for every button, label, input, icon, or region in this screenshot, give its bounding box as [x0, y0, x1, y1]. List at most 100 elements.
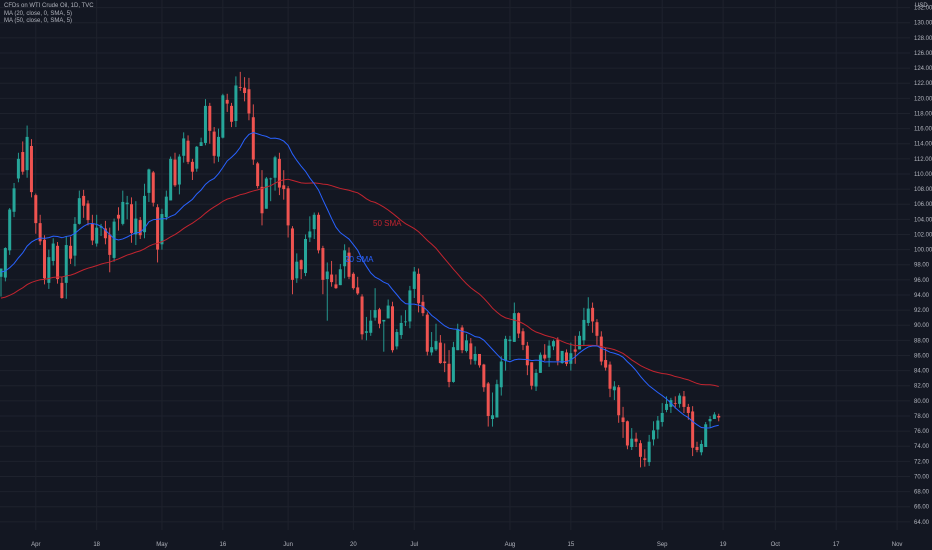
candle-body[interactable] [347, 252, 351, 277]
candle-body[interactable] [286, 188, 290, 226]
candle-body[interactable] [151, 172, 155, 203]
candle-body[interactable] [625, 421, 629, 446]
candle-body[interactable] [486, 383, 490, 416]
candle-body[interactable] [208, 105, 212, 131]
candle-body[interactable] [43, 239, 46, 279]
candle-body[interactable] [321, 248, 325, 280]
candle-body[interactable] [82, 195, 86, 206]
candle-body[interactable] [160, 214, 164, 245]
candle-body[interactable] [451, 347, 455, 382]
ma20-legend[interactable]: MA (20, close, 0, SMA, 5) [4, 10, 73, 17]
candle-body[interactable] [495, 384, 499, 418]
candle-body[interactable] [108, 234, 112, 255]
candle-body[interactable] [130, 204, 133, 233]
candle-body[interactable] [386, 305, 390, 319]
candle-body[interactable] [199, 142, 203, 146]
candle-body[interactable] [621, 417, 625, 423]
candle-body[interactable] [282, 185, 286, 190]
candle-body[interactable] [443, 361, 447, 364]
candle-body[interactable] [360, 296, 364, 335]
candle-body[interactable] [399, 322, 403, 336]
candle-body[interactable] [373, 310, 377, 318]
candle-body[interactable] [608, 364, 612, 389]
candle-body[interactable] [295, 261, 299, 279]
candle-body[interactable] [256, 163, 260, 187]
candle-body[interactable] [686, 406, 690, 413]
candle-body[interactable] [565, 352, 568, 364]
candle-body[interactable] [569, 353, 573, 364]
candle-body[interactable] [695, 446, 699, 451]
candle-body[interactable] [708, 419, 712, 422]
candle-body[interactable] [64, 245, 68, 283]
candle-body[interactable] [77, 198, 81, 224]
candle-body[interactable] [225, 99, 229, 104]
candle-body[interactable] [243, 87, 247, 94]
candle-body[interactable] [647, 441, 651, 463]
candle-body[interactable] [538, 354, 542, 373]
candle-body[interactable] [391, 306, 394, 351]
candle-body[interactable] [221, 95, 225, 138]
candle-body[interactable] [364, 331, 368, 333]
candle-body[interactable] [478, 353, 481, 366]
candle-body[interactable] [338, 269, 342, 286]
candle-body[interactable] [12, 188, 16, 212]
candle-body[interactable] [530, 362, 534, 386]
candle-body[interactable] [595, 322, 599, 336]
candle-body[interactable] [169, 158, 173, 201]
candle-body[interactable] [251, 117, 255, 160]
candle-body[interactable] [499, 361, 503, 388]
candle-body[interactable] [682, 396, 686, 407]
candle-body[interactable] [525, 345, 529, 366]
candle-body[interactable] [56, 245, 60, 280]
candle-body[interactable] [217, 136, 220, 157]
candle-body[interactable] [417, 273, 421, 304]
candle-body[interactable] [691, 411, 695, 448]
candle-body[interactable] [665, 403, 669, 410]
candle-body[interactable] [143, 195, 147, 233]
candle-body[interactable] [90, 223, 94, 241]
candle-body[interactable] [591, 307, 595, 322]
candle-body[interactable] [173, 159, 177, 186]
candle-body[interactable] [273, 157, 277, 178]
candle-body[interactable] [395, 332, 399, 347]
candle-body[interactable] [29, 145, 33, 193]
candle-body[interactable] [3, 248, 7, 278]
candle-body[interactable] [512, 313, 516, 342]
candle-body[interactable] [21, 152, 25, 172]
candle-body[interactable] [0, 268, 3, 277]
candle-body[interactable] [464, 340, 468, 351]
candle-body[interactable] [203, 105, 207, 143]
candle-body[interactable] [612, 386, 616, 391]
candle-body[interactable] [712, 414, 716, 420]
candle-body[interactable] [177, 156, 181, 185]
candle-body[interactable] [599, 336, 603, 362]
candle-body[interactable] [573, 349, 577, 352]
candle-body[interactable] [678, 395, 682, 404]
candle-body[interactable] [643, 458, 647, 460]
candle-body[interactable] [504, 338, 508, 361]
candle-body[interactable] [508, 339, 512, 342]
candle-body[interactable] [382, 319, 386, 322]
candle-body[interactable] [195, 146, 199, 169]
candle-body[interactable] [369, 320, 373, 333]
candle-body[interactable] [717, 415, 721, 418]
candle-body[interactable] [8, 209, 12, 251]
candle-body[interactable] [660, 412, 664, 423]
candle-body[interactable] [312, 214, 316, 230]
candle-body[interactable] [125, 202, 129, 205]
candle-body[interactable] [238, 86, 242, 88]
candle-body[interactable] [134, 218, 138, 235]
candle-body[interactable] [617, 387, 621, 416]
candle-body[interactable] [190, 161, 194, 172]
candle-body[interactable] [304, 239, 307, 274]
symbol-title[interactable]: CFDs on WTI Crude Oil, 1D, TVC [4, 3, 94, 9]
candle-body[interactable] [277, 158, 281, 188]
candle-body[interactable] [521, 331, 525, 345]
candle-body[interactable] [560, 350, 564, 364]
candle-body[interactable] [469, 343, 473, 360]
candle-body[interactable] [377, 309, 381, 324]
candle-body[interactable] [460, 327, 464, 351]
candle-body[interactable] [412, 271, 416, 289]
candle-body[interactable] [116, 214, 120, 219]
